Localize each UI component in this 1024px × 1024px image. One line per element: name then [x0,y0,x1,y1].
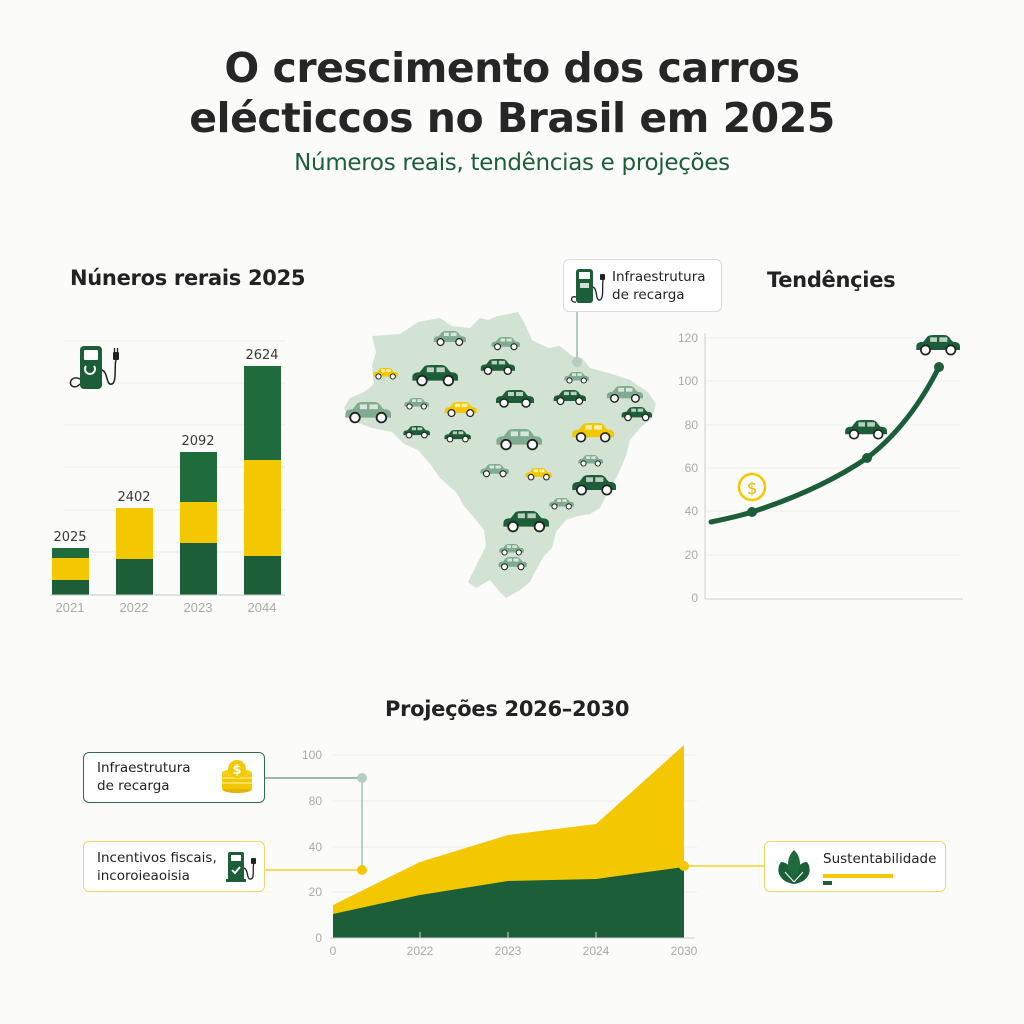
yellow-bar-decoration [823,874,893,878]
page-title-line-2: elécticcos no Brasil em 2025 [189,94,835,142]
y-tick: 120 [677,331,698,345]
y-tick: 20 [308,885,322,899]
callout-line-1: Incentivos fiscais, [97,850,217,866]
dollar-coin-icon: $ [737,472,767,502]
callout-line-1: Sustentabilidade [823,851,937,867]
x-tick: 2023 [494,944,522,958]
bar-2023 [180,452,217,595]
y-tick: 60 [684,461,698,475]
svg-text:$: $ [232,763,241,778]
svg-text:$: $ [747,479,758,499]
callout-line-2: de recarga [97,778,170,794]
y-tick: 0 [315,931,322,945]
x-tick: 2022 [406,944,434,958]
trend-chart-title: Tendênçies [767,268,896,292]
map-callout-charging-infrastructure: Infraestrutura de recarga [563,259,722,312]
bar-value-label: 2025 [53,530,87,545]
x-axis-label: 2022 [119,600,149,615]
ev-charger-icon [570,269,605,303]
x-tick: 2030 [670,944,698,958]
trend-line [708,364,942,525]
x-axis-label: 2023 [183,600,213,615]
y-tick: 40 [308,840,322,854]
callout-infrastructure: Infraestrutura de recarga $ [83,752,265,803]
y-tick: 80 [684,418,698,432]
green-bar-decoration [823,881,832,885]
ev-charger-icon [69,346,119,389]
x-axis-label: 2021 [55,600,85,615]
page-title-line-1: O crescimento dos carros [224,44,800,92]
projection-chart-title: Projeções 2026–2030 [385,697,630,721]
x-tick: 0 [329,944,337,958]
coin-stack-icon: $ [222,760,252,793]
bar-chart-title: Núneros rerais 2025 [70,266,306,290]
y-tick: 0 [691,591,698,605]
bar-value-label: 2092 [181,434,215,449]
bar-value-label: 2624 [245,348,279,363]
callout-line-2: de recarga [612,287,685,303]
bar-2022 [116,508,153,595]
ev-charger-icon [226,852,256,882]
x-tick: 2024 [582,944,610,958]
y-tick: 100 [677,374,698,388]
y-tick: 20 [684,548,698,562]
bar-2044 [244,366,281,595]
green-area [333,867,684,938]
y-tick: 40 [684,504,698,518]
callout-line-1: Infraestrutura [97,760,191,776]
x-axis-label: 2044 [247,600,277,615]
y-tick: 80 [308,794,322,808]
callout-line-1: Infraestrutura [612,269,706,285]
callout-sustainability: Sustentabilidade [764,841,946,892]
bar-value-label: 2402 [117,490,151,505]
callout-tax-incentives: Incentivos fiscais, incoroieaoisia [83,841,265,892]
callout-line-2: incoroieaoisia [97,868,190,884]
bar-2021 [52,548,89,595]
leaves-icon [778,850,810,884]
page-subtitle: Números reais, tendências e projeções [294,150,730,176]
y-tick: 100 [301,748,322,762]
